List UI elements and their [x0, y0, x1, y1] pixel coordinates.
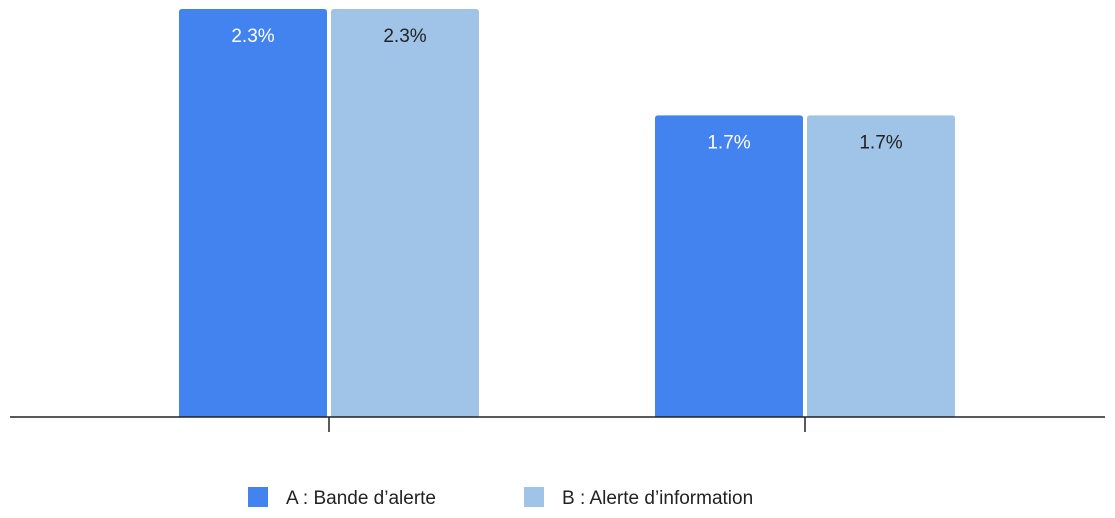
legend-label-b: B : Alerte d’information [562, 488, 753, 509]
data-label: 1.7% [859, 132, 902, 153]
bar-a-group-2 [655, 115, 803, 417]
data-label: 1.7% [707, 132, 750, 153]
legend-label-a: A : Bande d’alerte [286, 488, 436, 509]
bar-a-group-1 [179, 9, 327, 417]
legend-swatch-b [524, 487, 544, 507]
data-label: 2.3% [383, 26, 426, 47]
bar-b-group-2 [807, 115, 955, 417]
bar-b-group-1 [331, 9, 479, 417]
data-label: 2.3% [231, 26, 274, 47]
legend-swatch-a [248, 487, 268, 507]
